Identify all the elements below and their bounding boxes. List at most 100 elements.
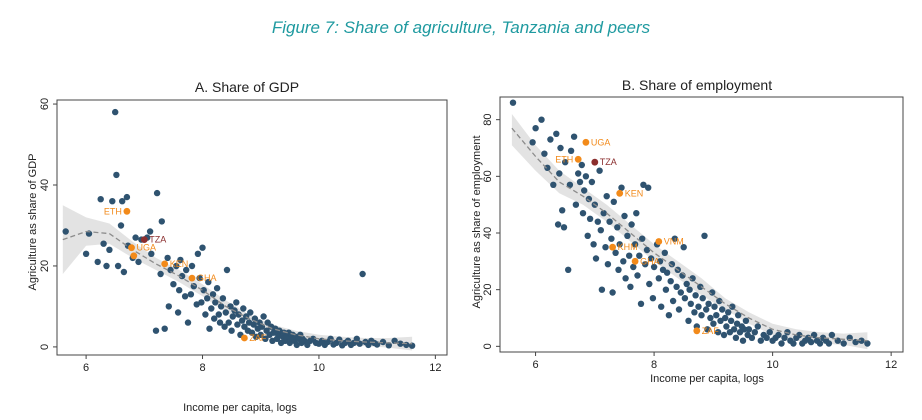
panel-b-data-point — [627, 283, 634, 290]
panel-b-trend-line — [511, 127, 868, 342]
panel-b-data-point — [636, 252, 643, 259]
panel-b-data-point — [592, 255, 600, 262]
panel-b-x-tick-label: 12 — [885, 359, 897, 371]
panel-b-data-point — [656, 258, 664, 265]
panel-b-data-point — [646, 280, 653, 288]
panel-b-data-point — [691, 309, 698, 316]
panel-b-data-point — [645, 184, 652, 191]
panel-b-data-point — [711, 303, 718, 310]
panel-b-data-point — [781, 334, 788, 341]
panel-b-data-point — [606, 218, 613, 225]
panel-employment: B. Share of employment Income per capita… — [471, 77, 904, 385]
panel-b-x-tick-label: 10 — [766, 359, 778, 371]
panel-b-data-point — [590, 241, 597, 248]
panel-a-data-point — [215, 311, 222, 318]
panel-a-highlight-point — [161, 260, 169, 268]
panel-a-data-point — [199, 244, 206, 251]
panel-b-data-point — [597, 227, 604, 234]
panel-a-data-point — [181, 293, 189, 300]
panel-b-title: B. Share of employment — [622, 77, 772, 93]
panel-b-data-point — [723, 323, 730, 330]
panel-b-data-point — [840, 340, 847, 347]
panel-b-data-point — [695, 303, 702, 310]
panel-b-data-point — [600, 210, 607, 217]
panel-a-data-point — [106, 246, 113, 253]
panel-a-data-point — [225, 319, 232, 326]
panel-a-data-point — [194, 250, 202, 257]
panel-b-data-point — [790, 340, 797, 347]
panel-a-data-point — [223, 266, 231, 274]
panel-a-data-point — [221, 323, 228, 330]
panel-a-data-point — [240, 305, 247, 312]
panel-a-data-point — [213, 285, 221, 292]
panel-a-highlight-point — [123, 207, 131, 215]
panel-b-data-point — [559, 207, 566, 214]
panel-b-x-tick-label: 6 — [532, 359, 538, 371]
panel-a-data-point — [206, 325, 213, 332]
panel-a-data-point — [385, 342, 392, 349]
panel-a-data-point — [165, 303, 172, 310]
panel-b-y-tick-label: 80 — [482, 114, 494, 126]
panel-b-data-point — [603, 193, 610, 200]
panel-a-data-point — [167, 266, 174, 274]
panel-b-data-point — [544, 164, 551, 171]
panel-b-x-axis-label: Income per capita, logs — [650, 373, 764, 385]
panel-a-data-point — [212, 299, 219, 306]
panel-b-data-point — [554, 221, 562, 228]
panel-b-data-point — [692, 292, 699, 299]
panel-a-highlight-point — [140, 236, 148, 244]
panel-b-data-point — [725, 309, 732, 316]
panel-a-data-point — [229, 313, 236, 320]
panel-a-data-point — [132, 234, 139, 241]
panel-a-data-point — [157, 270, 164, 278]
panel-b-y-tick-label: 60 — [482, 170, 494, 182]
panel-a-x-tick-label: 6 — [83, 362, 89, 374]
panel-b-data-point — [778, 340, 785, 347]
panel-b-highlight-point — [616, 189, 624, 197]
panel-a-data-point — [100, 240, 107, 247]
panel-b-data-point — [626, 252, 633, 259]
panel-a-data-point — [112, 108, 119, 116]
panel-a-data-point — [178, 272, 186, 280]
panel-b-data-point — [594, 218, 601, 225]
panel-b-highlight-point — [631, 257, 639, 265]
panel-a-data-point — [247, 309, 254, 316]
panel-a-data-point — [161, 325, 168, 332]
panel-b-country-label: UGA — [591, 137, 611, 147]
panel-a-data-point — [403, 341, 410, 349]
panel-a-data-point — [146, 228, 154, 235]
panel-b-data-point — [565, 266, 572, 273]
panel-a-data-point — [188, 262, 196, 270]
panel-a-data-point — [177, 256, 184, 264]
panel-b-data-point — [631, 241, 639, 248]
panel-b-data-point — [686, 286, 693, 293]
panel-b-data-point — [553, 130, 560, 137]
panel-a-data-point — [327, 335, 334, 342]
panel-b-data-point — [604, 261, 612, 268]
panel-a-data-point — [152, 327, 160, 334]
panel-b-data-point — [735, 312, 742, 319]
panel-b-data-point — [620, 258, 627, 265]
panel-b-data-point — [598, 286, 606, 293]
panel-a-title: A. Share of GDP — [195, 79, 299, 95]
panel-a-data-point — [148, 250, 155, 257]
panel-b-data-point — [733, 320, 741, 327]
panel-b-data-point — [816, 340, 824, 347]
panel-b-data-point — [720, 331, 728, 339]
panel-b-data-point — [633, 210, 640, 217]
panel-b-data-point — [729, 303, 736, 310]
panel-b-data-point — [570, 133, 578, 140]
panel-b-data-point — [575, 170, 582, 177]
panel-b-data-point — [681, 295, 689, 302]
panel-b-data-point — [550, 181, 557, 188]
panel-b-data-point — [529, 139, 536, 146]
panel-a-data-point — [216, 319, 224, 326]
panel-b-country-label: KHM — [618, 242, 638, 252]
panel-b-x-tick-label: 8 — [651, 359, 657, 371]
panel-a-y-axis-label: Agriculture as share of GDP — [27, 154, 39, 291]
panel-b-data-point — [775, 331, 782, 339]
panel-b-data-point — [615, 266, 622, 273]
panel-b-data-point — [650, 263, 658, 271]
panel-b-data-point — [649, 295, 657, 302]
